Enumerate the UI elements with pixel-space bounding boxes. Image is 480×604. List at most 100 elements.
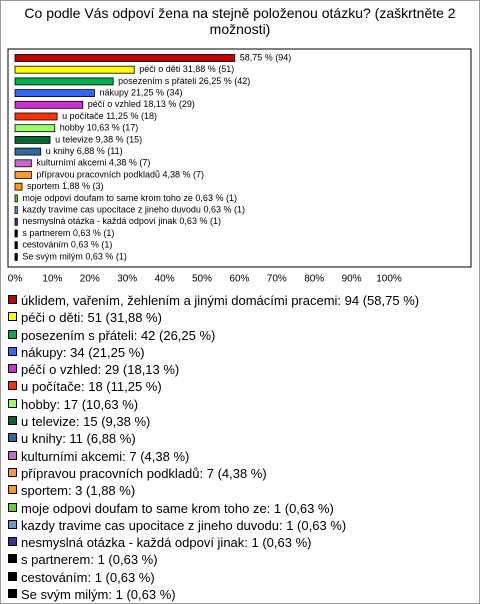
legend-swatch [8, 450, 17, 460]
legend-label: posezením s přáteli: 42 (26,25 %) [21, 327, 216, 343]
legend-label: s partnerem: 1 (0,63 %) [21, 552, 158, 568]
legend-item: posezením s přáteli: 42 (26,25 %) [8, 327, 419, 344]
data-label: kazdy travime cas upocitace z jineho duv… [22, 204, 245, 214]
legend-swatch [8, 346, 17, 356]
legend-swatch [8, 571, 17, 581]
bar [14, 206, 18, 215]
legend-label: kazdy travime cas upocitace z jineho duv… [21, 517, 347, 533]
legend-label: u knihy: 11 (6,88 %) [21, 431, 136, 447]
legend-swatch [8, 416, 17, 426]
data-label: přípravou pracovních podkladů 4,38 % (7) [36, 169, 204, 179]
bar [14, 182, 23, 191]
bar [14, 217, 18, 226]
legend-label: nesmyslná otázka - každá odpoví jinak: 1… [21, 535, 312, 551]
legend-item: hobby: 17 (10,63 %) [8, 396, 419, 413]
legend-item: přípravou pracovních podkladů: 7 (4,38 %… [8, 465, 419, 482]
bar [14, 54, 236, 62]
legend-swatch [8, 467, 17, 477]
legend-swatch [8, 485, 17, 495]
bar [14, 65, 135, 74]
data-label: kulturními akcemi 4,38 % (7) [36, 158, 150, 168]
legend-label: úklidem, vařením, žehlením a jinými domá… [21, 293, 420, 308]
legend-item: Se svým milým: 1 (0,63 %) [8, 586, 419, 603]
bar [14, 171, 32, 179]
legend-item: kulturními akcemi: 7 (4,38 %) [8, 448, 419, 465]
data-label: sportem 1,88 % (3) [27, 181, 104, 191]
legend: úklidem, vařením, žehlením a jinými domá… [8, 292, 419, 603]
x-tick-label: 0% [8, 274, 23, 285]
legend-item: u počítače: 18 (11,25 %) [8, 378, 419, 395]
legend-label: sportem: 3 (1,88 %) [21, 483, 136, 499]
data-label: s partnerem 0,63 % (1) [22, 228, 114, 238]
bar [14, 77, 114, 86]
data-label: péči o děti 31,88 % (51) [139, 64, 234, 74]
plot-frame [7, 48, 472, 268]
legend-swatch [8, 398, 17, 408]
x-tick-label: 90% [342, 274, 362, 285]
x-tick-label: 10% [42, 274, 62, 285]
data-label: péčí o vzhled 18,13 % (29) [88, 99, 195, 109]
legend-swatch [8, 589, 17, 599]
legend-item: kazdy travime cas upocitace z jineho duv… [8, 517, 419, 534]
data-label: moje odpoví doufam to same krom toho ze … [22, 193, 237, 203]
legend-item: péčí o vzhled: 29 (18,13 %) [8, 361, 419, 378]
legend-item: nákupy: 34 (21,25 %) [8, 344, 419, 361]
legend-swatch [8, 537, 17, 547]
legend-item: cestováním: 1 (0,63 %) [8, 569, 419, 586]
x-tick-label: 20% [80, 274, 100, 285]
data-label: u televize 9,38 % (15) [55, 134, 142, 144]
legend-label: hobby: 17 (10,63 %) [21, 396, 139, 412]
legend-label: cestováním: 1 (0,63 %) [21, 569, 155, 585]
bar [14, 194, 18, 203]
legend-swatch [8, 364, 17, 374]
bar [14, 136, 51, 144]
data-label: nákupy 21,25 % (34) [99, 87, 182, 97]
legend-swatch [8, 502, 17, 512]
data-label: Se svým milým 0,63 % (1) [22, 251, 127, 261]
data-label: posezením s přáteli 26,25 % (42) [118, 76, 250, 86]
legend-item: úklidem, vařením, žehlením a jinými domá… [8, 292, 419, 309]
x-tick-label: 60% [229, 274, 249, 285]
legend-label: nákupy: 34 (21,25 %) [21, 344, 145, 360]
data-label: hobby 10,63 % (17) [60, 123, 139, 133]
legend-item: s partnerem: 1 (0,63 %) [8, 551, 419, 568]
bar [14, 89, 95, 97]
legend-swatch [8, 312, 17, 322]
bar [14, 241, 18, 250]
legend-item: moje odpovi doufam to same krom toho ze:… [8, 500, 419, 517]
legend-item: sportem: 3 (1,88 %) [8, 482, 419, 499]
x-tick-label: 50% [192, 274, 212, 285]
x-tick-label: 80% [304, 274, 324, 285]
data-label: 58,75 % (94) [240, 52, 292, 62]
legend-item: u televize: 15 (9,38 %) [8, 413, 419, 430]
legend-item: péči o děti: 51 (31,88 %) [8, 309, 419, 326]
chart: 0% 10% 20% 30% 40% 50% 60% 70% 80% 90% 100% 58,75 %… [7, 48, 472, 285]
data-label: nesmyslná otázka - každá odpoví jinak 0,… [22, 216, 221, 226]
bar [14, 252, 18, 261]
data-label: u počítače 11,25 % (18) [62, 111, 157, 121]
chart-title: Co podle Vás odpoví žena na stejně polož… [24, 5, 456, 37]
legend-label: u počítače: 18 (11,25 %) [21, 379, 162, 395]
legend-swatch [8, 329, 17, 339]
bar [14, 124, 56, 133]
x-tick-label: 40% [155, 274, 175, 285]
x-tick-label: 70% [267, 274, 287, 285]
legend-label: péči o děti: 51 (31,88 %) [21, 310, 162, 326]
legend-item: u knihy: 11 (6,88 %) [8, 430, 419, 447]
legend-label: Se svým milým: 1 (0,63 %) [21, 587, 176, 603]
x-tick-label: 100% [376, 274, 402, 285]
bar [14, 100, 84, 109]
bar [14, 147, 42, 156]
legend-label: u televize: 15 (9,38 %) [21, 414, 151, 430]
bar [14, 159, 32, 168]
data-label: cestováním 0,63 % (1) [22, 240, 112, 250]
x-tick-label: 30% [117, 274, 137, 285]
legend-swatch [8, 381, 17, 391]
legend-label: moje odpovi doufam to same krom toho ze:… [21, 500, 334, 516]
legend-label: přípravou pracovních podkladů: 7 (4,38 %… [21, 465, 267, 481]
legend-label: kulturními akcemi: 7 (4,38 %) [21, 448, 190, 464]
legend-item: nesmyslná otázka - každá odpoví jinak: 1… [8, 534, 419, 551]
legend-swatch [8, 554, 17, 564]
bar [14, 112, 58, 121]
